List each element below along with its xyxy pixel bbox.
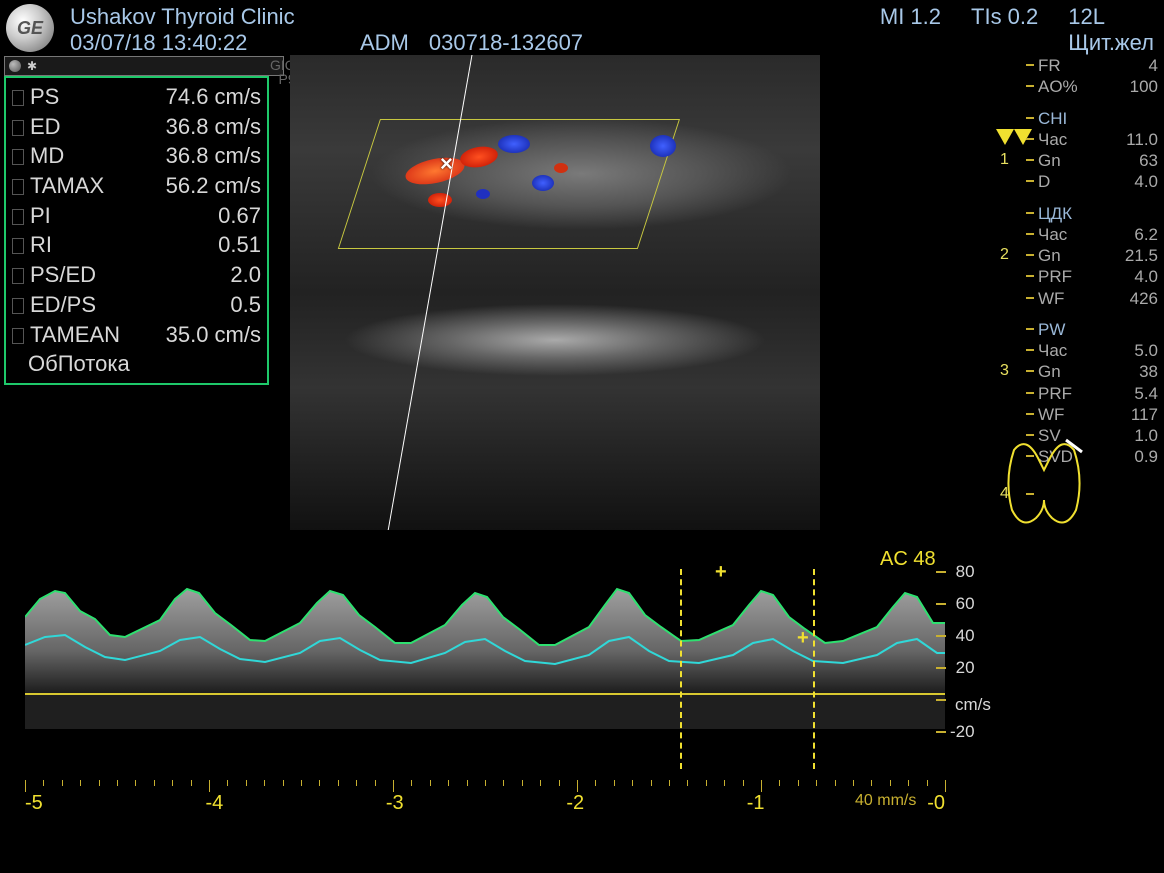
flow-red bbox=[554, 163, 568, 173]
spectral-x-axis: -5 -4 -3 -2 -1 -0 bbox=[25, 792, 945, 815]
adm-value: 030718-132607 bbox=[429, 30, 583, 55]
measurement-row: TAMAX56.2 cm/s bbox=[12, 171, 261, 201]
flow-blue bbox=[532, 175, 554, 191]
caliper-cross-icon[interactable]: + bbox=[715, 561, 727, 584]
measurement-row: PS74.6 cm/s bbox=[12, 82, 261, 112]
header-left: Ushakov Thyroid Clinic 03/07/18 13:40:22 bbox=[70, 4, 360, 56]
flow-red bbox=[428, 193, 452, 207]
section-marker: 1 bbox=[1000, 150, 1009, 170]
spectral-canvas bbox=[25, 565, 945, 735]
header-center: ADM 030718-132607 bbox=[360, 4, 880, 56]
probe-name: 12L bbox=[1068, 4, 1154, 30]
callout-caliper[interactable] bbox=[813, 569, 815, 769]
ge-logo-icon: GE bbox=[6, 4, 54, 52]
measurement-row: PS/ED2.0 bbox=[12, 260, 261, 290]
exam-datetime: 03/07/18 13:40:22 bbox=[70, 30, 360, 56]
sample-gate-icon[interactable]: × bbox=[440, 151, 453, 177]
section-marker: 3 bbox=[1000, 361, 1009, 381]
baseline[interactable] bbox=[25, 693, 945, 695]
bscan-image[interactable]: × bbox=[290, 55, 820, 530]
adm-label: ADM bbox=[360, 30, 409, 55]
clipboard-bar[interactable]: ✱ bbox=[4, 56, 284, 76]
focus-marker-icon bbox=[996, 129, 1032, 145]
clinic-name: Ushakov Thyroid Clinic bbox=[70, 4, 360, 30]
time-tick-marks bbox=[25, 780, 945, 792]
spectral-doppler[interactable] bbox=[25, 565, 945, 810]
flow-blue bbox=[650, 135, 676, 157]
asterisk-icon: ✱ bbox=[27, 59, 37, 73]
measurement-row: ED/PS0.5 bbox=[12, 290, 261, 320]
section-marker: 2 bbox=[1000, 245, 1009, 265]
header-right: MI 1.2 TIs 0.2 12L Щит.жел bbox=[880, 4, 1154, 56]
sweep-speed-label: 40 mm/s bbox=[855, 792, 916, 810]
spectral-waveform bbox=[25, 565, 945, 735]
caliper-cross-icon[interactable]: + bbox=[797, 627, 809, 650]
measurement-row: MD36.8 cm/s bbox=[12, 141, 261, 171]
measurement-panel: PS74.6 cm/s ED36.8 cm/s MD36.8 cm/s TAMA… bbox=[4, 76, 269, 385]
callout-caliper[interactable] bbox=[680, 569, 682, 769]
measurement-row: RI0.51 bbox=[12, 230, 261, 260]
right-parameters-panel: FR4 AO%100 CHI Час11.0 1Gn63 D4.0 ЦДК Ча… bbox=[1038, 55, 1158, 484]
tis-value: TIs 0.2 bbox=[971, 4, 1038, 56]
measurement-row: ED36.8 cm/s bbox=[12, 112, 261, 142]
measurement-footer: ОбПотока bbox=[12, 349, 261, 379]
thyroid-bodymark-icon[interactable] bbox=[994, 430, 1094, 540]
flow-blue bbox=[498, 135, 530, 153]
preset-name: Щит.жел bbox=[1068, 30, 1154, 56]
header: GE Ushakov Thyroid Clinic 03/07/18 13:40… bbox=[0, 0, 1164, 56]
spectral-y-unit: cm/s bbox=[955, 695, 991, 715]
measurement-row: TAMEAN35.0 cm/s bbox=[12, 320, 261, 350]
measurement-row: PI0.67 bbox=[12, 201, 261, 231]
mi-value: MI 1.2 bbox=[880, 4, 941, 56]
spectral-y-axis: 80 60 40 20 -20 bbox=[950, 562, 975, 754]
flow-blue bbox=[476, 189, 490, 199]
record-icon bbox=[9, 60, 21, 72]
